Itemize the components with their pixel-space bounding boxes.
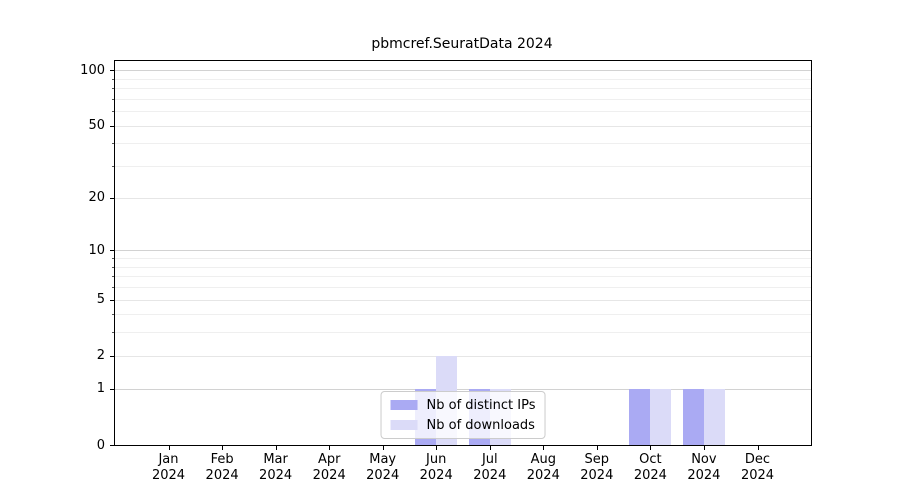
y-tick-minor: [112, 314, 114, 316]
y-tick: [110, 197, 114, 199]
y-tick: [110, 299, 114, 301]
bar-distinct-ips-nov: [682, 388, 704, 445]
legend-entry-downloads: Nb of downloads: [390, 417, 536, 433]
y-tick-label: 5: [96, 292, 105, 307]
y-tick: [110, 355, 114, 357]
x-tick: [596, 446, 598, 450]
y-tick-minor: [112, 78, 114, 80]
bar-downloads-oct: [650, 388, 672, 445]
y-tick-label: 100: [80, 62, 105, 78]
y-tick: [110, 70, 114, 72]
x-tick: [757, 446, 759, 450]
gridline-minor: [115, 88, 811, 90]
x-tick: [436, 446, 438, 450]
gridline-major: [115, 355, 811, 357]
gridline-minor: [115, 258, 811, 259]
x-tick: [703, 446, 705, 450]
x-tick: [489, 446, 491, 450]
x-tick-label: Jun 2024: [419, 452, 453, 483]
x-tick: [275, 446, 277, 450]
gridline-minor: [115, 111, 811, 113]
x-tick: [168, 446, 170, 450]
x-tick-label: Sep 2024: [580, 452, 614, 483]
y-tick-label: 10: [88, 242, 105, 258]
gridline-minor: [115, 276, 811, 278]
gridline-minor: [115, 166, 811, 168]
gridline-minor: [115, 314, 811, 316]
x-tick-label: Nov 2024: [687, 452, 721, 483]
legend-swatch-distinct-ips: [390, 400, 418, 410]
gridline-minor: [115, 98, 811, 100]
y-tick-label: 0: [96, 437, 105, 453]
x-tick-label: Jan 2024: [151, 452, 186, 483]
legend-label-distinct-ips: Nb of distinct IPs: [426, 397, 536, 413]
y-tick-minor: [112, 166, 114, 168]
y-tick-minor: [112, 266, 114, 268]
gridline-minor: [115, 78, 811, 80]
y-tick: [110, 388, 114, 390]
y-tick-minor: [112, 88, 114, 90]
y-tick-minor: [112, 276, 114, 278]
y-tick: [110, 250, 114, 252]
x-tick-label: Dec 2024: [740, 452, 775, 483]
chart-title: pbmcref.SeuratData 2024: [371, 36, 553, 52]
gridline-major: [115, 125, 811, 127]
x-tick-label: Feb 2024: [205, 452, 239, 483]
y-tick: [110, 125, 114, 127]
x-tick-label: Jul 2024: [473, 452, 507, 483]
x-tick: [222, 446, 224, 450]
legend-label-downloads: Nb of downloads: [426, 417, 535, 433]
gridline-major: [115, 70, 811, 72]
y-tick-minor: [112, 287, 114, 288]
x-tick: [543, 446, 545, 450]
y-tick-minor: [112, 258, 114, 259]
gridline-major: [115, 250, 811, 252]
x-tick-label: Aug 2024: [526, 452, 560, 483]
y-tick-label: 1: [96, 381, 105, 397]
gridline-major: [115, 197, 811, 199]
legend: Nb of distinct IPs Nb of downloads: [380, 391, 546, 439]
x-tick: [650, 446, 652, 450]
y-tick-minor: [112, 332, 114, 334]
x-tick-label: Oct 2024: [633, 452, 667, 483]
x-tick-label: Mar 2024: [259, 452, 293, 483]
y-tick-minor: [112, 111, 114, 113]
y-tick-label: 50: [88, 118, 105, 134]
y-tick: [110, 445, 114, 446]
x-tick-label: Apr 2024: [312, 452, 346, 483]
gridline-minor: [115, 332, 811, 334]
x-tick-label: May 2024: [366, 452, 400, 483]
gridline-major: [115, 388, 811, 390]
legend-swatch-downloads: [390, 420, 418, 430]
legend-entry-distinct-ips: Nb of distinct IPs: [390, 397, 536, 413]
bar-distinct-ips-oct: [629, 388, 651, 445]
y-tick-minor: [112, 98, 114, 100]
plot-area: 0 1 2 5 10 20 50 100 Jan 2024 Feb 2024 Mar 2024 Apr 202…: [80, 60, 812, 483]
gridline-minor: [115, 266, 811, 268]
x-tick: [329, 446, 331, 450]
y-tick-minor: [112, 143, 114, 145]
x-tick: [382, 446, 384, 450]
gridline-major: [115, 299, 811, 301]
y-tick-label: 2: [96, 348, 105, 364]
gridline-minor: [115, 143, 811, 145]
gridline-minor: [115, 287, 811, 288]
y-tick-label: 20: [88, 190, 105, 206]
bar-downloads-nov: [703, 388, 725, 445]
